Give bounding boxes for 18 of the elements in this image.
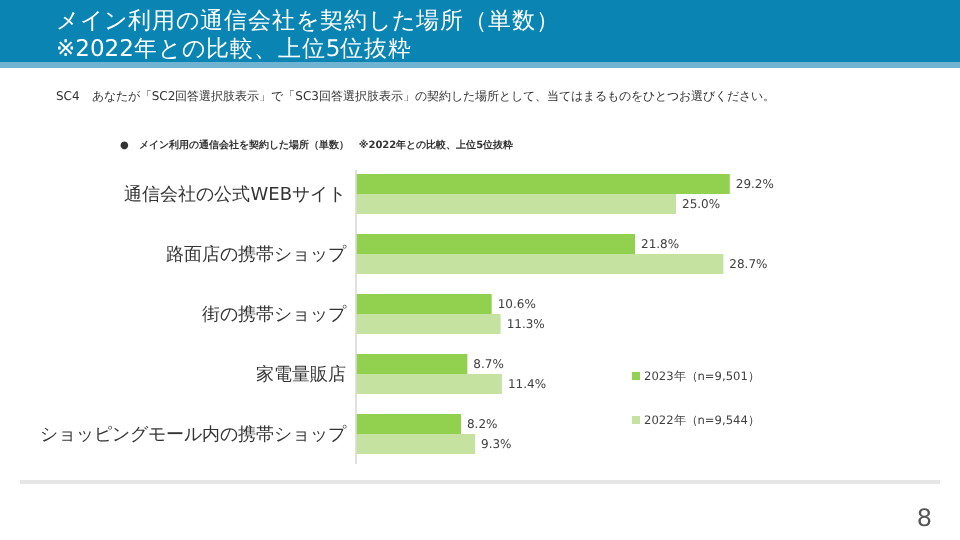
bar xyxy=(356,254,724,274)
chart-subtitle: ※2022年との比較、上位5位抜粋 xyxy=(56,34,413,62)
bar xyxy=(356,174,730,194)
bar xyxy=(356,354,468,374)
bar xyxy=(356,434,476,454)
bar xyxy=(356,234,636,254)
y-tick-label: 路面店の携帯ショップ xyxy=(166,244,348,266)
y-tick-label: 街の携帯ショップ xyxy=(202,304,348,326)
bar xyxy=(356,294,492,314)
y-tick-label: ショッピングモール内の携帯ショップ xyxy=(40,424,348,446)
bar xyxy=(356,414,461,434)
bar xyxy=(356,374,502,394)
bar xyxy=(356,194,676,214)
text: 8 xyxy=(916,504,932,532)
chart-title: メイン利用の通信会社を契約した場所（単数） xyxy=(56,6,560,34)
bar xyxy=(356,314,501,334)
y-tick-label: 家電量販店 xyxy=(256,364,346,386)
y-tick-label: 通信会社の公式WEBサイト xyxy=(124,184,346,206)
